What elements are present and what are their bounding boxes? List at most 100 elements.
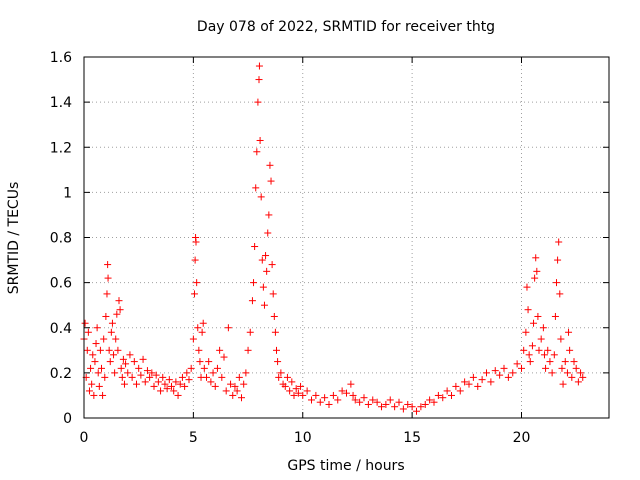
data-point xyxy=(266,161,274,169)
data-point xyxy=(176,380,184,388)
data-point xyxy=(404,400,412,408)
data-point xyxy=(395,398,403,406)
data-point xyxy=(165,376,173,384)
data-point xyxy=(274,358,282,366)
data-point xyxy=(558,364,566,372)
data-point xyxy=(378,403,385,411)
data-point xyxy=(271,328,279,336)
data-point xyxy=(203,373,210,381)
data-point xyxy=(273,346,280,354)
data-point xyxy=(421,400,429,408)
data-point xyxy=(565,328,573,336)
data-point xyxy=(222,387,230,395)
data-point xyxy=(528,342,536,350)
data-point xyxy=(92,340,100,348)
data-point xyxy=(452,382,460,390)
data-point xyxy=(568,373,576,381)
data-point xyxy=(209,369,217,377)
data-point xyxy=(143,367,151,375)
data-point xyxy=(554,256,562,264)
data-point xyxy=(265,211,273,219)
data-point xyxy=(199,319,207,327)
data-point xyxy=(360,394,368,402)
data-point xyxy=(90,391,98,399)
data-point xyxy=(244,346,252,354)
data-point xyxy=(399,405,407,413)
data-point xyxy=(513,360,521,368)
data-point xyxy=(106,358,114,366)
data-point xyxy=(253,148,261,156)
chart-title: Day 078 of 2022, SRMTID for receiver tht… xyxy=(197,19,495,35)
data-point xyxy=(251,243,259,251)
data-point xyxy=(386,396,394,404)
data-point xyxy=(288,378,296,386)
data-point xyxy=(487,378,495,386)
data-point xyxy=(183,369,191,377)
data-point xyxy=(93,324,101,332)
data-point xyxy=(531,274,539,282)
data-point xyxy=(233,387,241,395)
data-point xyxy=(194,324,202,332)
data-point xyxy=(130,358,138,366)
data-point xyxy=(258,256,266,264)
data-point xyxy=(87,364,95,372)
data-point xyxy=(577,369,585,377)
data-point xyxy=(152,371,160,379)
data-point xyxy=(118,373,126,381)
data-point xyxy=(163,385,171,393)
data-point xyxy=(83,346,91,354)
data-point xyxy=(426,396,434,404)
data-point xyxy=(325,400,333,408)
data-point xyxy=(238,394,245,402)
data-point xyxy=(524,306,532,314)
data-point xyxy=(509,369,517,377)
data-point xyxy=(373,398,381,406)
data-point xyxy=(159,373,167,381)
data-point xyxy=(270,312,278,320)
data-point xyxy=(104,274,112,282)
data-point xyxy=(250,279,258,287)
data-point xyxy=(150,382,158,390)
x-axis-label: GPS time / hours xyxy=(287,458,404,474)
data-point xyxy=(255,62,263,70)
data-point xyxy=(546,358,554,366)
data-point xyxy=(105,346,113,354)
data-point xyxy=(408,403,416,411)
data-point xyxy=(281,382,289,390)
data-point xyxy=(213,364,221,372)
data-point xyxy=(242,369,250,377)
data-point xyxy=(456,387,464,395)
data-point xyxy=(111,369,119,377)
data-point xyxy=(99,391,107,399)
data-point xyxy=(299,391,307,399)
y-tick-label: 0.2 xyxy=(50,366,72,382)
data-point xyxy=(95,382,103,390)
data-point xyxy=(240,380,248,388)
data-point xyxy=(553,279,560,287)
data-point xyxy=(193,279,201,287)
data-point xyxy=(174,391,182,399)
data-point xyxy=(119,355,127,363)
data-point xyxy=(267,177,275,185)
data-point xyxy=(556,290,564,298)
data-point xyxy=(94,369,102,377)
data-point xyxy=(172,378,180,386)
data-point xyxy=(128,373,136,381)
data-point xyxy=(229,391,237,399)
data-point xyxy=(570,358,578,366)
data-point xyxy=(533,267,541,275)
data-point xyxy=(532,254,540,262)
y-tick-label: 1.6 xyxy=(50,50,72,66)
x-tick-label: 0 xyxy=(80,430,89,446)
data-point xyxy=(316,398,324,406)
data-point xyxy=(530,319,538,327)
data-point xyxy=(146,373,154,381)
data-point xyxy=(116,306,124,314)
y-tick-label: 0 xyxy=(63,411,72,427)
data-point xyxy=(572,364,580,372)
data-point xyxy=(113,310,121,318)
data-point xyxy=(292,385,300,393)
data-point xyxy=(101,373,109,381)
data-point xyxy=(255,76,263,84)
